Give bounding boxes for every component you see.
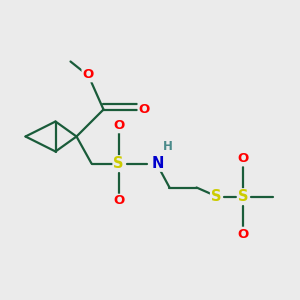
Text: O: O [237, 152, 249, 166]
Text: O: O [237, 227, 249, 241]
Text: O: O [113, 194, 124, 208]
Text: S: S [113, 156, 124, 171]
Text: H: H [163, 140, 172, 154]
Text: S: S [211, 189, 221, 204]
Text: O: O [138, 103, 150, 116]
Text: N: N [151, 156, 164, 171]
Text: O: O [82, 68, 94, 82]
Text: S: S [238, 189, 248, 204]
Text: O: O [113, 119, 124, 133]
